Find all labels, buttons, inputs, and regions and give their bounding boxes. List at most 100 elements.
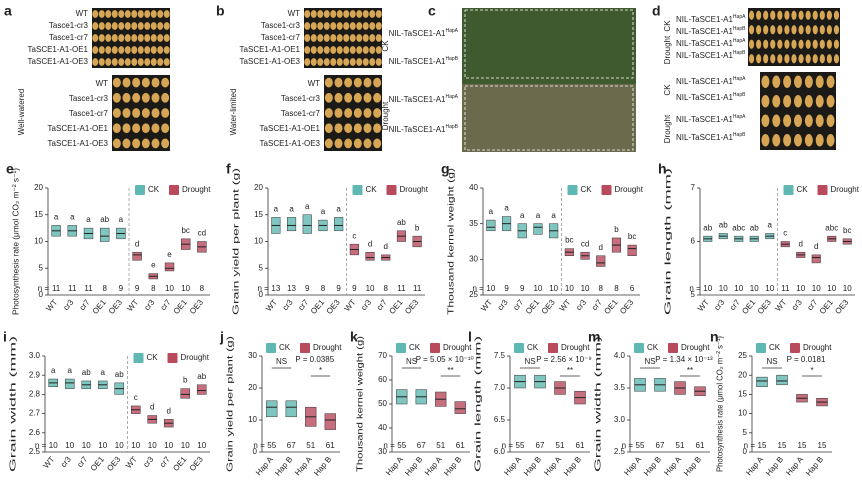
grain [826,134,835,147]
grain [815,134,824,147]
legend-label: Drought [400,185,429,194]
p-value: P = 5.05 × 10⁻¹⁰ [416,355,474,364]
grain [334,138,343,149]
significance-letter: a [305,202,310,211]
y-tick-label: 5 [691,290,696,299]
n-value: 51 [306,441,315,450]
box [365,251,375,261]
significance-letter: c [783,229,787,238]
legend-swatch [817,185,828,195]
grain [144,46,151,54]
row-label-text: NIL-TaSCE1-A1 [676,51,733,60]
grain [798,39,804,49]
grain [356,46,363,54]
stars: ** [447,366,453,375]
n-value: 10 [765,284,774,293]
n-value: 10 [181,441,190,450]
legend-swatch [790,343,800,353]
legend-swatch [430,343,440,353]
panel-letter: b [216,3,225,19]
grain [92,34,99,42]
row-label: WT [308,79,321,88]
grain [763,10,769,20]
grain [373,108,382,118]
grain [349,34,356,42]
grain [92,22,99,30]
n-value: 10 [719,284,728,293]
significance-letter: d [814,242,818,251]
grain [323,10,330,18]
grain [791,10,797,20]
row-label: TaSCE1-A1-OE1 [28,45,89,54]
panel-letter: i [3,329,7,345]
n-value: 10 [796,284,805,293]
grain [763,54,769,64]
significance-letter: a [51,366,56,375]
y-tick-label: 3.5 [614,383,626,392]
box [627,244,637,257]
row-label-sup: HapA [733,38,746,44]
y-axis-label: Grain length (mm) [472,336,482,472]
significance-letter: ab [197,372,206,381]
grain [349,10,356,18]
grain [362,58,369,66]
legend-swatch [634,343,644,353]
y-axis-label: Grain width (mm) [592,336,602,472]
grain [124,10,131,18]
n-value: 11 [397,284,406,293]
grain [356,10,363,18]
grain [777,25,783,35]
legend-label: CK [148,185,160,194]
grain [336,10,343,18]
y-tick-label: 2.5 [614,447,626,456]
grain [310,58,317,66]
grain [373,77,382,88]
row-label: NIL-TaSCE1-A1HapB [676,50,746,60]
n-value: 15 [818,441,827,450]
y-tick-label: 15 [34,210,43,219]
row-label: TaSCE1-A1-OE1 [260,124,321,133]
legend-swatch [300,343,310,353]
grain [112,138,121,149]
legend-swatch [514,343,524,353]
n-value: 10 [148,441,157,450]
grain [375,10,382,18]
grain [791,39,797,49]
legend-label: CK [769,343,781,352]
y-tick-label: 2.8 [29,390,41,399]
y-tick-label: 6.0 [494,447,506,456]
y-tick-label: 10 [248,415,257,424]
grain [105,46,112,54]
grain [317,22,324,30]
grain [118,22,125,30]
grain [833,10,840,20]
grain [798,54,804,64]
n-prefix: n = [502,441,514,450]
grain [815,114,824,127]
n-value: 10 [165,284,174,293]
row-label: TaSCE1-A1-OE1 [240,45,301,54]
grain [819,10,825,20]
grain [141,123,150,134]
y-tick-label: 25 [469,290,478,299]
grain [833,54,840,64]
n-value: 11 [413,284,422,293]
grain [362,34,369,42]
significance-letter: cd [198,229,206,238]
significance-letter: ab [719,221,728,230]
grain [118,58,125,66]
grain [151,108,160,118]
panel-letter: f [226,161,231,177]
row-label: NIL-TaSCE1-A1HapB [676,132,746,142]
row-label-sup: HapB [733,132,746,138]
grain [362,22,369,30]
significance-letter: bc [843,226,851,235]
grain [105,58,112,66]
n-value: 9 [504,284,509,293]
grain [794,134,802,147]
grain [794,114,802,127]
y-tick-label: 60 [378,375,387,384]
grain [344,108,353,118]
n-value: 9 [352,284,357,293]
